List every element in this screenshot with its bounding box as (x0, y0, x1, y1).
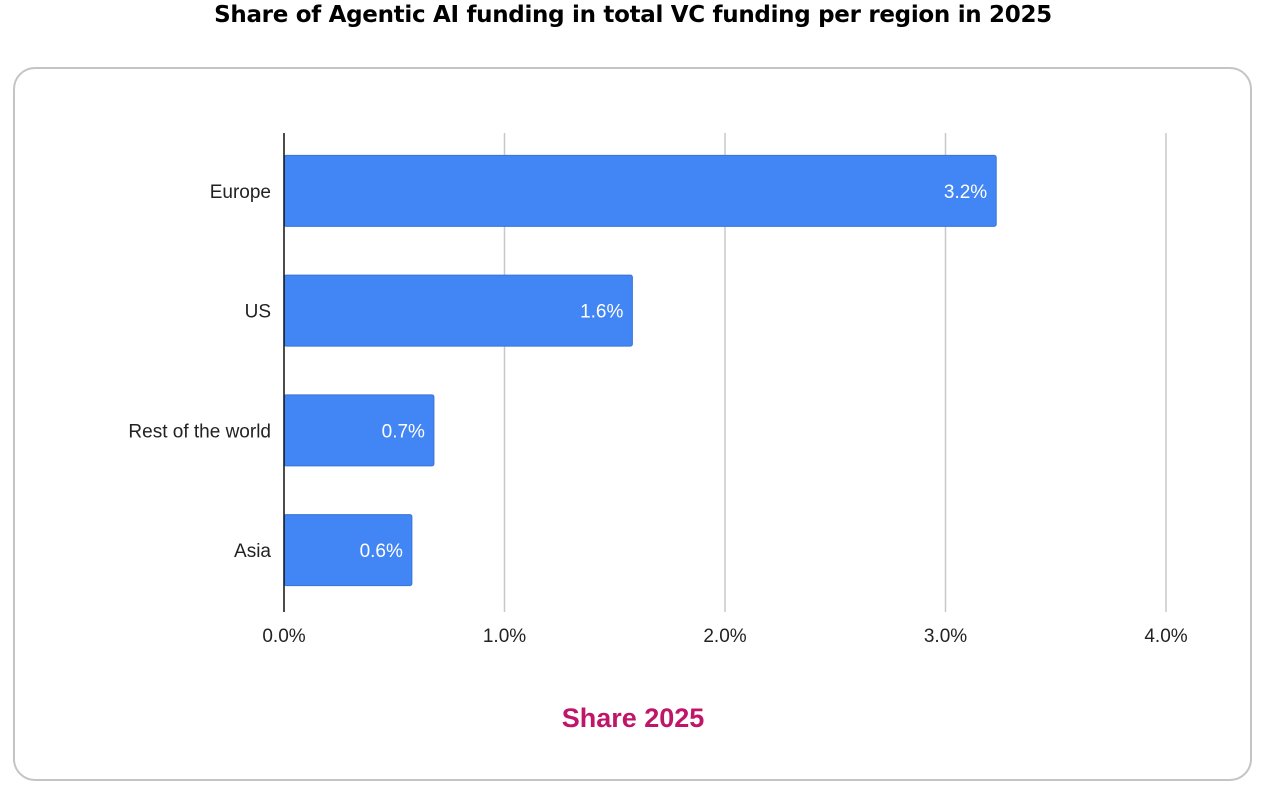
bar-europe (283, 154, 997, 227)
x-tick-label: 3.0% (924, 626, 967, 647)
legend-label: Share 2025 (561, 703, 705, 733)
x-tick-label: 1.0% (483, 626, 526, 647)
data-label: 1.6% (580, 302, 623, 323)
category-label: Europe (210, 182, 271, 203)
data-label: 0.6% (360, 541, 403, 562)
category-label: Rest of the world (128, 421, 271, 442)
x-tick-label: 0.0% (262, 626, 305, 647)
chart-card (13, 67, 1252, 781)
data-label: 0.7% (382, 421, 425, 442)
data-label: 3.2% (944, 182, 987, 203)
chart-title: Share of Agentic AI funding in total VC … (214, 2, 1052, 28)
x-tick-label: 2.0% (703, 626, 746, 647)
x-tick-label: 4.0% (1144, 626, 1187, 647)
category-label: US (245, 302, 271, 323)
category-label: Asia (234, 541, 271, 562)
